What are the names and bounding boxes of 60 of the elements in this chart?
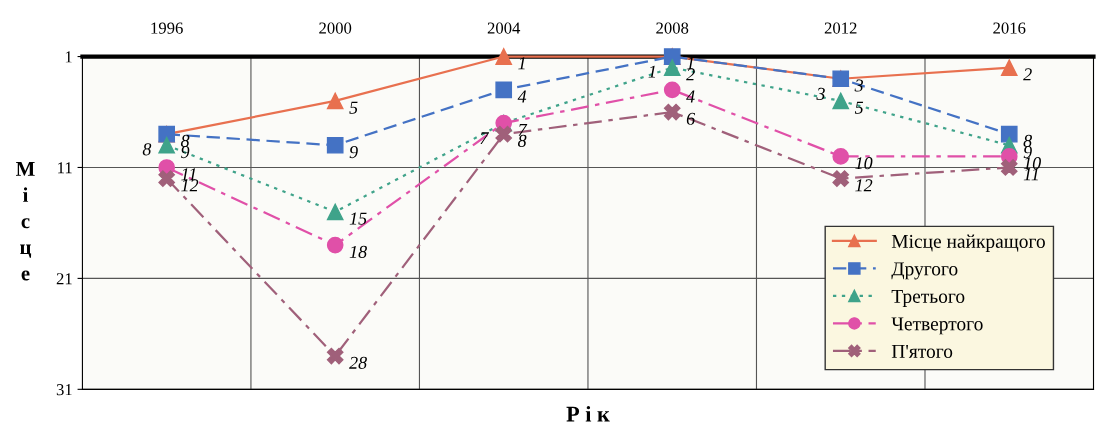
data-label: 11 bbox=[181, 168, 196, 181]
point bbox=[495, 48, 513, 65]
point bbox=[495, 81, 513, 99]
data-label: 8 bbox=[142, 143, 152, 156]
legend-label: Четвертого bbox=[891, 317, 983, 335]
point bbox=[832, 148, 850, 165]
data-label: 5 bbox=[349, 101, 358, 114]
data-label: 4 bbox=[517, 90, 527, 103]
point bbox=[1000, 159, 1018, 176]
y-tick-label: 11 bbox=[58, 162, 72, 174]
data-label: 12 bbox=[181, 179, 199, 192]
data-label: 12 bbox=[855, 179, 873, 192]
x-axis-title: Р і к bbox=[566, 405, 610, 422]
data-label: 8 bbox=[1023, 134, 1032, 148]
legend-label: Другого bbox=[891, 262, 958, 280]
legend-label: Місце найкращого bbox=[891, 234, 1045, 252]
point bbox=[832, 170, 850, 187]
point bbox=[832, 92, 850, 110]
point bbox=[326, 203, 344, 221]
data-label: 10 bbox=[1023, 157, 1041, 170]
x-tick-label: 2016 bbox=[993, 22, 1026, 34]
data-label: 5 bbox=[854, 101, 864, 114]
point bbox=[326, 236, 344, 254]
legend-label: П'ятого bbox=[891, 344, 953, 358]
x-tick-label: 2004 bbox=[487, 22, 521, 34]
data-label: 9 bbox=[181, 146, 190, 159]
data-label: 9 bbox=[1023, 146, 1032, 159]
point bbox=[326, 136, 344, 154]
data-label: 10 bbox=[855, 157, 873, 170]
point bbox=[1000, 125, 1018, 143]
y-tick-label: 1 bbox=[65, 51, 72, 63]
x-tick-label: 1996 bbox=[151, 22, 183, 34]
point bbox=[495, 125, 513, 143]
point bbox=[663, 81, 681, 99]
x-tick-label: 2008 bbox=[656, 22, 689, 34]
y-axis-title: Місце bbox=[16, 162, 35, 281]
point bbox=[158, 170, 176, 187]
point bbox=[663, 59, 681, 76]
data-label: 18 bbox=[349, 245, 367, 258]
data-label: 28 bbox=[349, 356, 367, 369]
data-label: 2 bbox=[1023, 68, 1032, 81]
data-label: 1 bbox=[518, 57, 525, 70]
data-label: 15 bbox=[349, 212, 367, 225]
x-tick-label: 2012 bbox=[824, 22, 857, 34]
legend-label: Третього bbox=[891, 290, 965, 307]
data-label: 11 bbox=[1023, 168, 1038, 181]
data-label: 9 bbox=[349, 146, 358, 159]
point bbox=[326, 92, 344, 110]
data-label: 2 bbox=[686, 68, 695, 81]
y-tick-label: 31 bbox=[56, 384, 72, 396]
data-label: 8 bbox=[180, 134, 190, 148]
data-label: 3 bbox=[816, 87, 825, 100]
data-label: 1 bbox=[648, 65, 656, 78]
data-label: 8 bbox=[517, 134, 527, 148]
point bbox=[663, 103, 681, 121]
point bbox=[326, 347, 344, 365]
y-tick-label: 21 bbox=[56, 273, 72, 285]
x-tick-label: 2000 bbox=[319, 22, 352, 34]
point bbox=[158, 136, 176, 154]
point bbox=[1000, 59, 1018, 76]
